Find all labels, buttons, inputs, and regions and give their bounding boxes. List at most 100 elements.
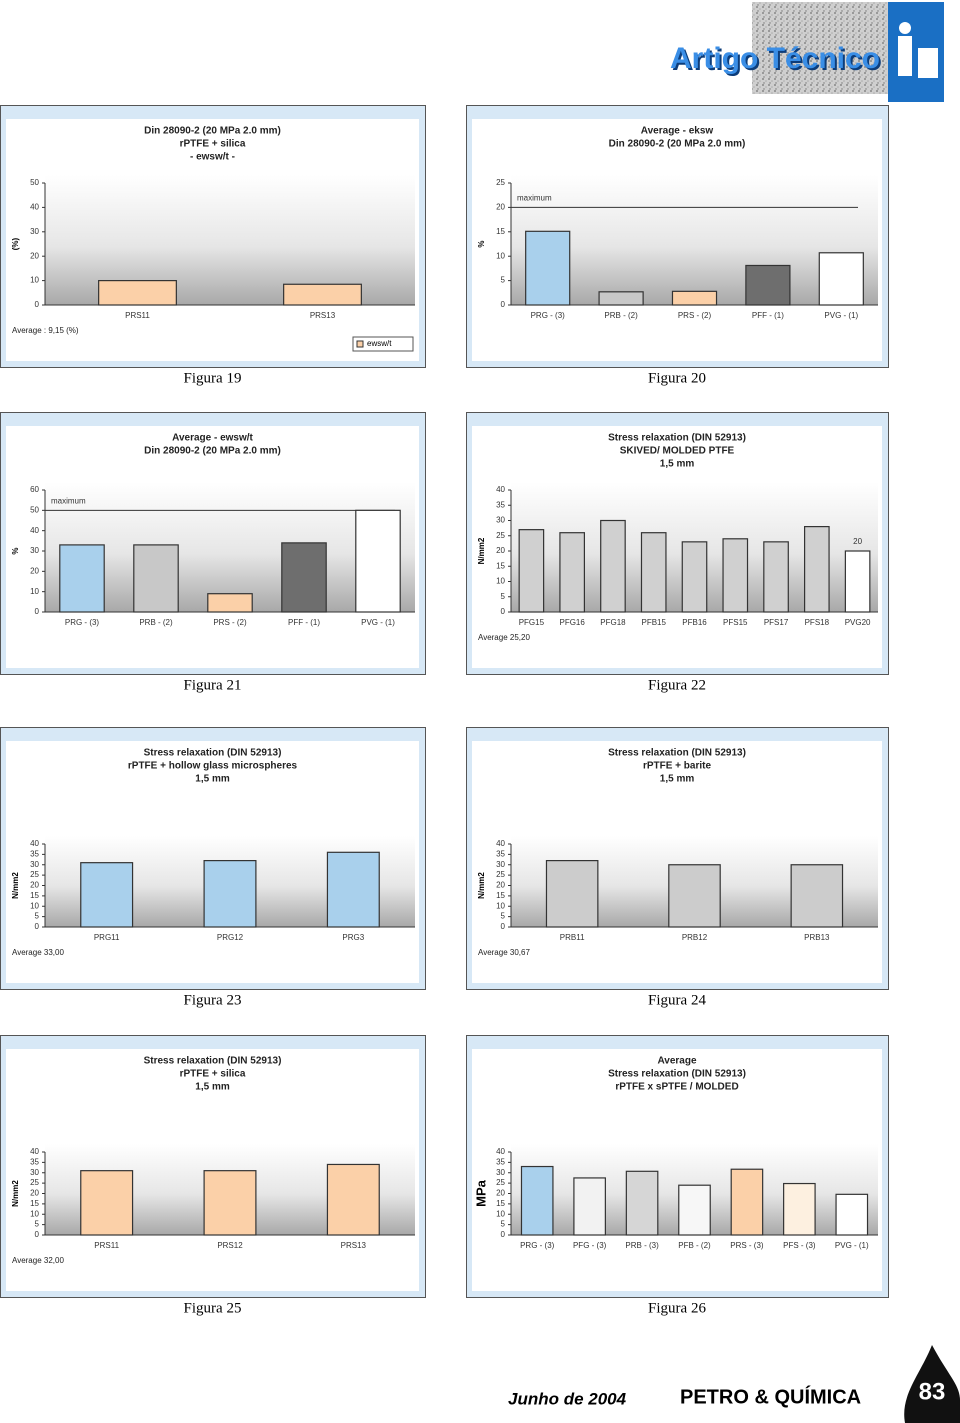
y-tick-label: 40 [30,839,39,848]
x-tick-label: PRB - (2) [604,311,638,320]
y-tick-label: 25 [496,1178,505,1187]
chart-title: Stress relaxation (DIN 52913) [144,1056,282,1067]
y-tick-label: 5 [501,1220,506,1229]
y-tick-label: 10 [496,901,505,910]
chart-title: Din 28090-2 (20 MPa 2.0 mm) [144,446,281,457]
y-tick-label: 5 [501,912,506,921]
x-tick-label: PRS13 [341,1241,367,1250]
y-tick-label: 10 [496,1209,505,1218]
figure-caption: Figura 21 [184,677,242,693]
x-tick-label: PRB - (2) [139,618,173,627]
y-tick-label: 15 [496,1199,505,1208]
y-tick-label: 5 [35,1220,40,1229]
y-axis-label: N/mm2 [11,1180,20,1207]
x-tick-label: PFS17 [764,618,789,627]
x-tick-label: PRS11 [125,311,150,320]
bar [281,542,327,613]
y-tick-label: 15 [496,561,505,570]
plot-area [511,175,878,305]
x-tick-label: PRG11 [94,933,120,942]
bar [98,280,177,306]
x-tick-label: PRS - (3) [730,1241,764,1250]
bar [625,1170,659,1236]
bar [573,1177,606,1236]
bar [803,525,830,613]
y-tick-label: 5 [501,592,506,601]
chart-title: Average - eksw [641,126,714,137]
y-tick-label: 20 [496,203,505,212]
value-label: 20 [853,537,862,546]
y-axis-label: N/mm2 [11,872,20,899]
x-tick-label: PFG - (3) [573,1241,607,1250]
y-tick-label: 35 [496,849,505,858]
y-tick-label: 35 [30,849,39,858]
y-tick-label: 15 [30,1199,39,1208]
chart-title: 1,5 mm [195,774,230,785]
chart-title: Average - ewsw/t [172,433,253,444]
x-tick-label: PFB16 [682,618,707,627]
figure-caption: Figura 20 [648,370,706,386]
page-number-drop [904,1345,960,1423]
bar [80,862,134,928]
figure-caption: Figura 26 [648,1300,706,1316]
y-tick-label: 20 [30,251,39,260]
y-tick-label: 10 [30,276,39,285]
x-tick-label: PRS12 [217,1241,243,1250]
y-tick-label: 25 [30,870,39,879]
bar [520,1165,554,1236]
bar [598,291,644,306]
x-tick-label: PFS15 [723,618,748,627]
bar [207,593,253,613]
chart-title: 1,5 mm [195,1082,230,1093]
page-number: 83 [919,1378,946,1405]
y-tick-label: 25 [496,870,505,879]
header-title: Artigo Técnico [670,42,880,75]
y-tick-label: 40 [30,203,39,212]
bar [671,290,718,306]
bar [745,264,791,306]
figure-caption: Figura 24 [648,992,706,1008]
chart-title: rPTFE + barite [643,761,712,772]
reference-label: maximum [517,194,552,203]
chart-title: rPTFE + silica [180,139,246,150]
legend-label: ewsw/t [367,339,392,348]
x-tick-label: PRS - (2) [678,311,712,320]
y-tick-label: 35 [30,1157,39,1166]
chart-title: Din 28090-2 (20 MPa 2.0 mm) [144,126,281,137]
x-tick-label: PRB12 [682,933,708,942]
header-icon [898,22,938,78]
x-tick-label: PRG3 [342,933,364,942]
bar [722,538,749,613]
bar [326,1163,380,1236]
y-tick-label: 30 [496,516,505,525]
bar [763,541,789,613]
x-tick-label: PVG - (1) [361,618,395,627]
y-tick-label: 5 [35,912,40,921]
bar [80,1170,134,1236]
chart-title: rPTFE + hollow glass microspheres [128,761,298,772]
x-tick-label: PRS13 [310,311,336,320]
y-tick-label: 0 [35,922,40,931]
y-tick-label: 0 [35,1230,40,1239]
y-tick-label: 15 [30,891,39,900]
bar [835,1193,869,1236]
y-tick-label: 10 [30,901,39,910]
x-tick-label: PRB - (3) [625,1241,659,1250]
chart-title: rPTFE + silica [180,1069,246,1080]
x-tick-label: PFG16 [559,618,585,627]
bar [844,550,871,613]
bar [559,532,586,613]
x-tick-label: PRB13 [804,933,830,942]
x-tick-label: PRS - (2) [213,618,247,627]
y-tick-label: 10 [30,587,39,596]
reference-label: maximum [51,496,86,505]
y-tick-label: 20 [496,881,505,890]
bar [283,283,362,306]
x-tick-label: PRG - (3) [65,618,100,627]
chart-title: rPTFE x sPTFE / MOLDED [615,1082,738,1093]
annotation: Average 25,20 [478,633,530,642]
bar [518,529,545,613]
bar [203,859,257,928]
y-tick-label: 10 [496,251,505,260]
